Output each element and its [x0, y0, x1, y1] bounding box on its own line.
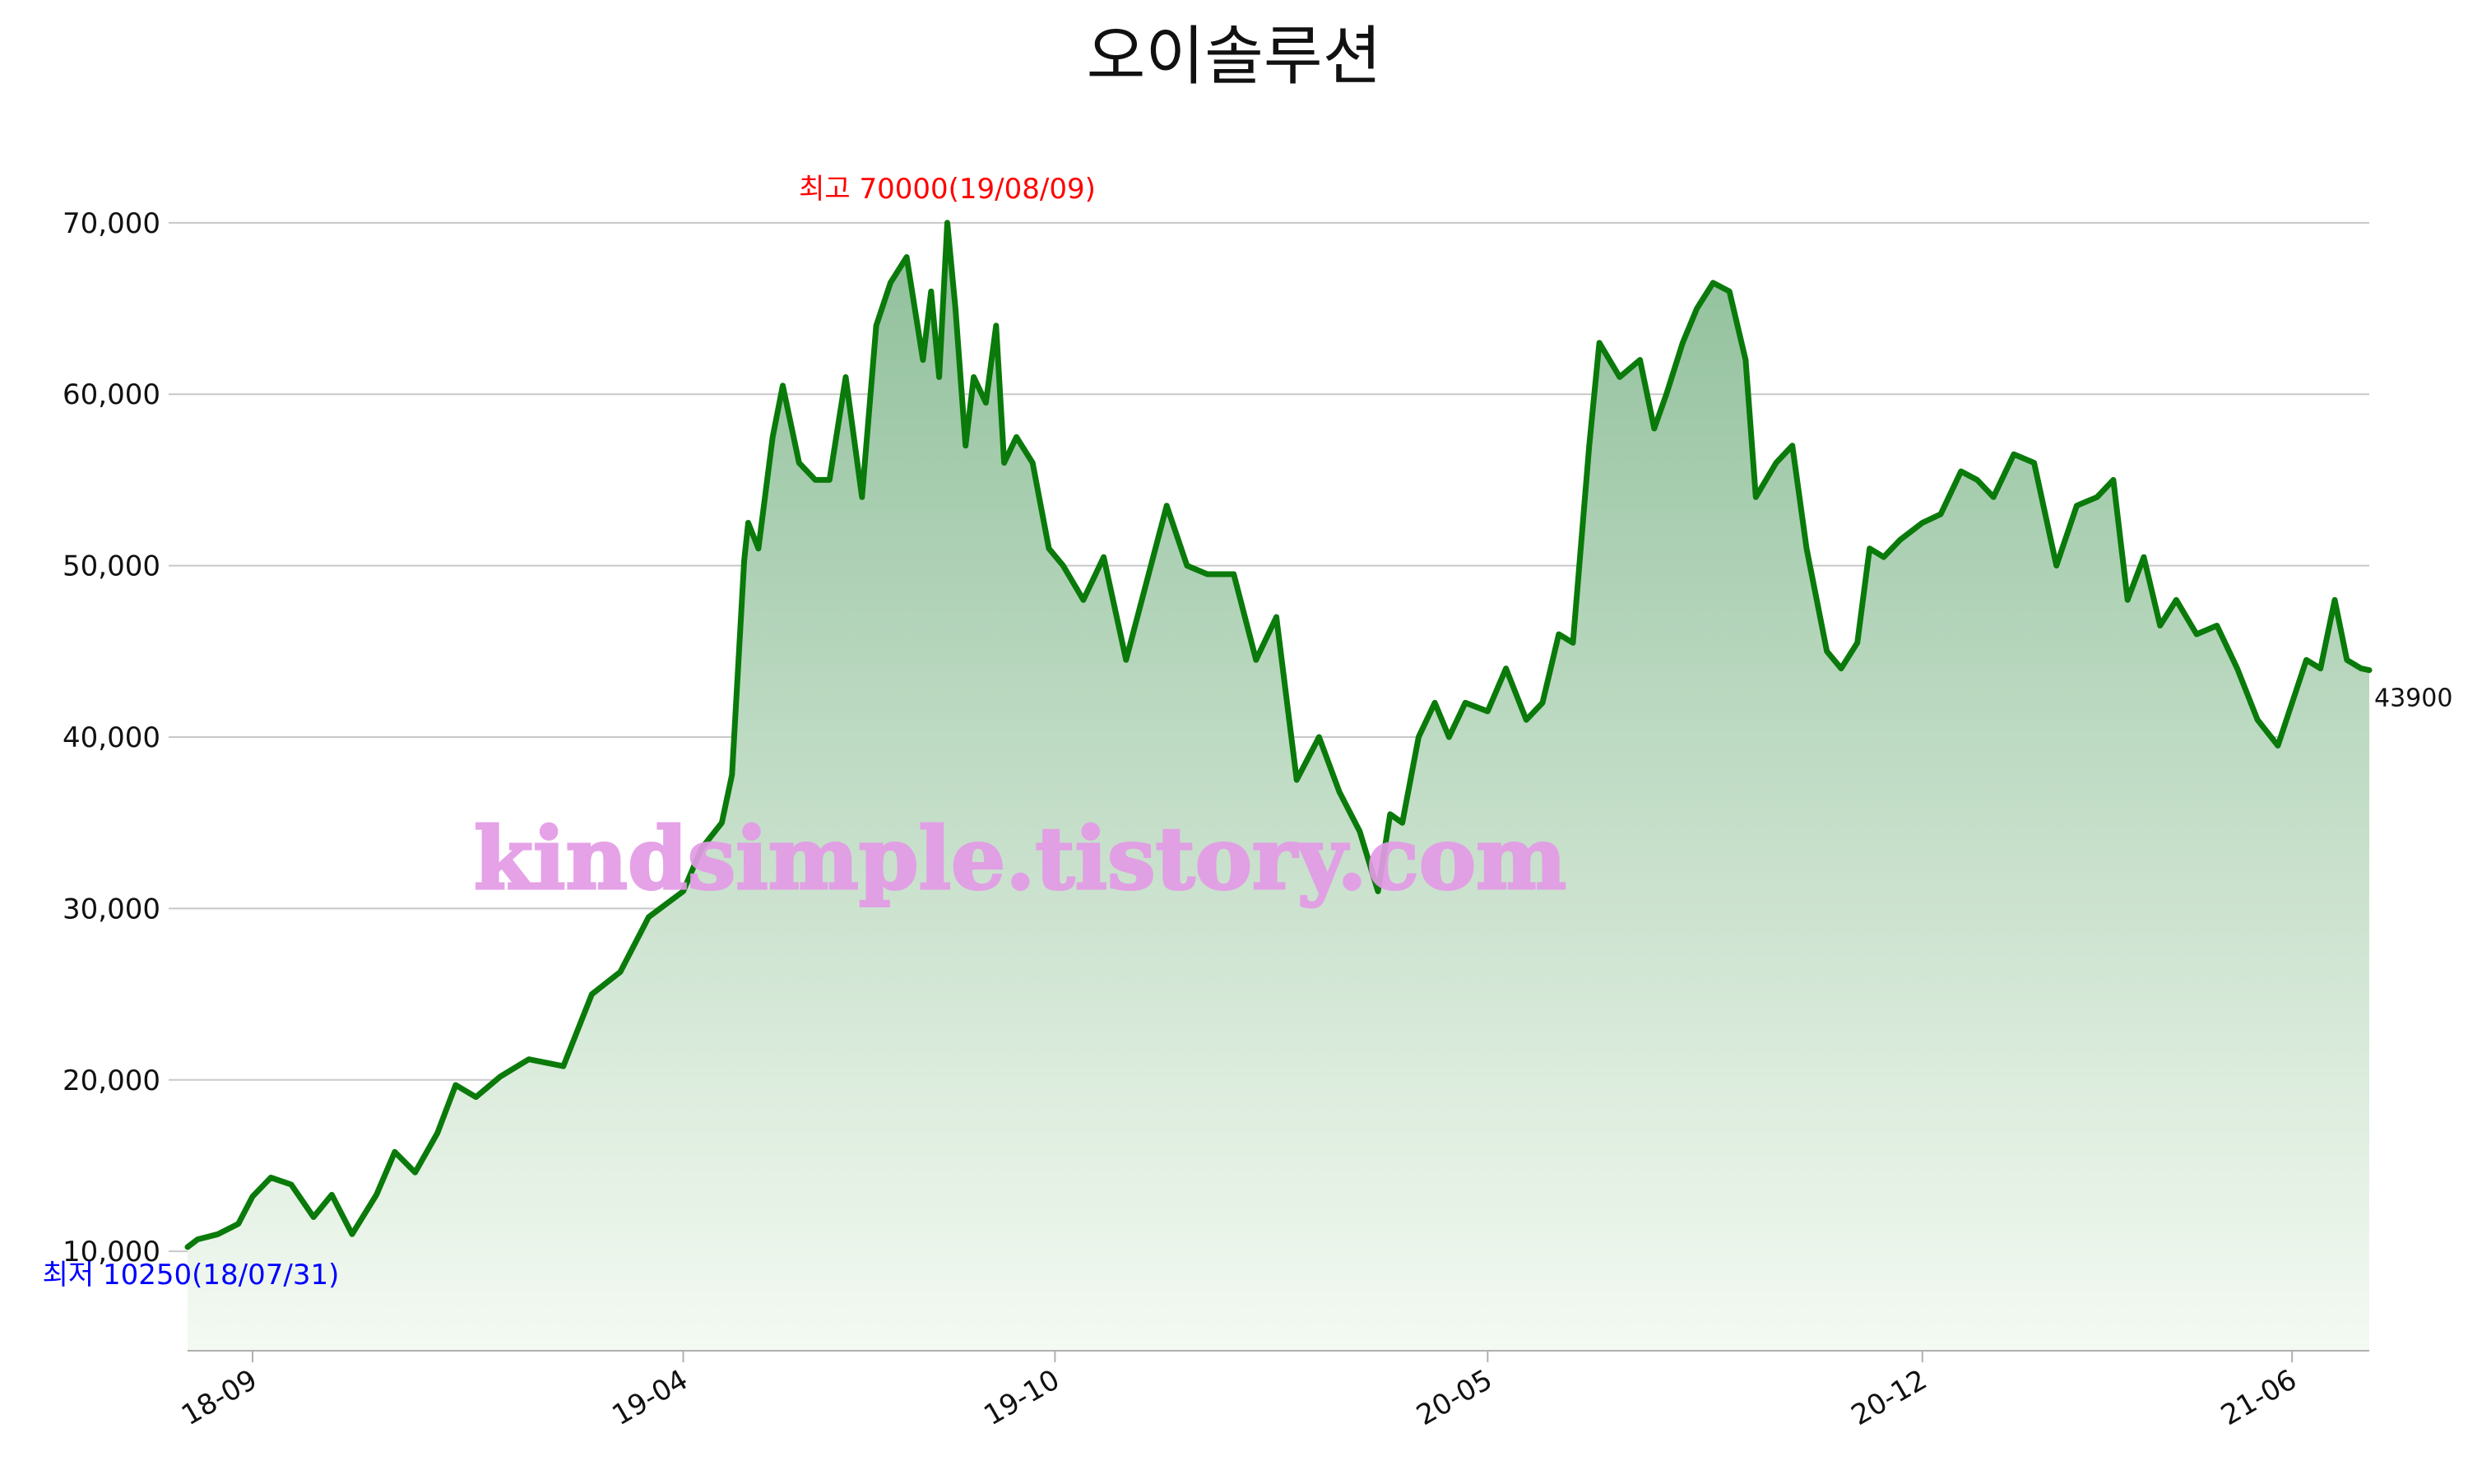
x-tick-label: 21-06 [2215, 1363, 2303, 1432]
last-price-label: 43900 [2374, 684, 2452, 713]
x-tick-label: 19-04 [606, 1363, 694, 1432]
y-tick-label: 50,000 [63, 550, 160, 583]
y-axis-ticks: 10,000 20,000 30,000 40,000 50,000 60,000 70,0… [63, 207, 160, 1268]
low-price-annotation: 최저 10250(18/07/31) [43, 1259, 340, 1292]
x-tick-label: 20-12 [1846, 1363, 1933, 1432]
high-price-annotation: 최고 70000(19/08/09) [799, 173, 1096, 206]
y-tick-label: 10,000 [63, 1236, 160, 1268]
y-tick-label: 30,000 [63, 893, 160, 925]
y-tick-label: 70,000 [63, 207, 160, 240]
x-axis-ticks: 18-09 19-04 19-10 20-05 20-12 21-06 [176, 1351, 2303, 1432]
x-tick-label: 19-10 [978, 1363, 1065, 1432]
y-tick-label: 60,000 [63, 378, 160, 411]
x-tick-label: 18-09 [176, 1363, 263, 1432]
x-tick-label: 20-05 [1411, 1363, 1498, 1432]
watermark-text: kindsimple.tistory.com [474, 808, 1566, 909]
price-line-series [184, 220, 2373, 1250]
y-tick-label: 40,000 [63, 721, 160, 754]
chart-title: 오이솔루션 [1087, 20, 1382, 94]
price-area-fill [188, 222, 2369, 1351]
y-tick-label: 20,000 [63, 1064, 160, 1097]
